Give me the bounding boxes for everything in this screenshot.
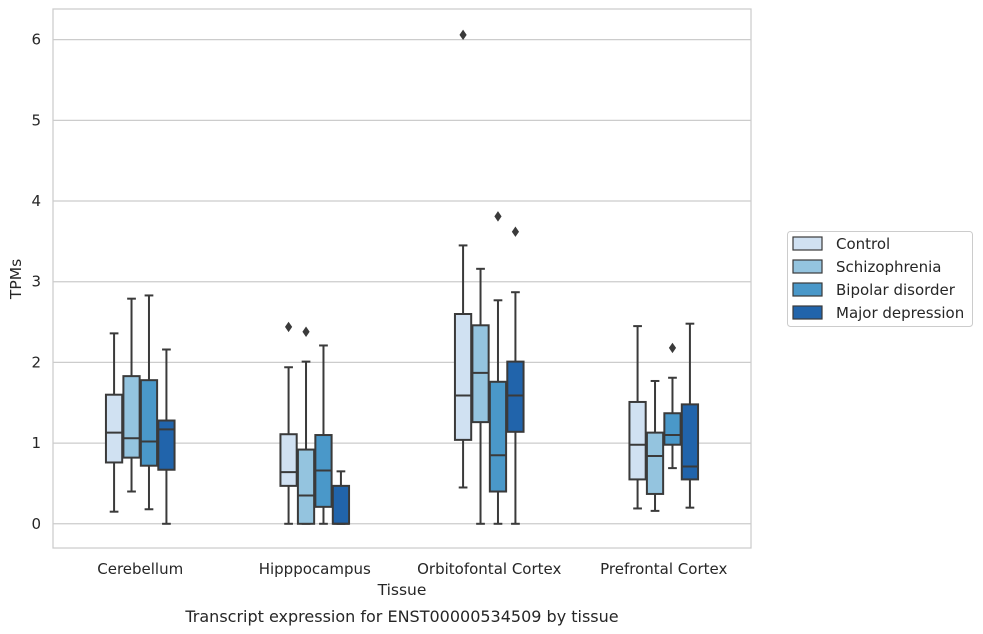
box — [488, 380, 508, 493]
x-tick-label: Cerebellum — [97, 560, 183, 578]
x-tick-labels: Cerebellum Hipppocampus Orbitofontal Corte… — [97, 560, 727, 578]
x-axis-label: Tissue — [377, 581, 427, 599]
box-group — [453, 29, 525, 525]
box — [104, 393, 124, 464]
y-tick-label: 2 — [31, 353, 41, 371]
box-group — [104, 294, 176, 525]
outlier-point — [511, 226, 520, 237]
box-group — [628, 322, 700, 512]
legend-swatch — [792, 305, 823, 320]
x-tick-label: Prefrontal Cortex — [600, 560, 727, 578]
box — [139, 379, 159, 467]
legend-swatch — [792, 259, 823, 274]
outlier-point — [302, 326, 310, 337]
box — [157, 419, 176, 471]
legend-label: Control — [836, 235, 890, 253]
box — [279, 433, 298, 487]
box — [506, 360, 525, 433]
plot-frame — [52, 8, 752, 549]
box — [663, 412, 682, 446]
box — [331, 484, 351, 525]
y-tick-label: 1 — [31, 434, 41, 452]
box — [453, 313, 473, 441]
box — [122, 375, 141, 459]
box — [680, 403, 700, 481]
box-groups — [104, 29, 700, 525]
y-tick-label: 6 — [31, 31, 41, 49]
legend: Control Schizophrenia Bipolar disorder Majo… — [787, 231, 973, 327]
figure-caption: Transcript expression for ENST0000053450… — [184, 607, 618, 626]
y-tick-label: 0 — [31, 515, 41, 533]
y-tick-labels: 0 1 2 3 4 5 6 — [31, 31, 41, 533]
outlier-point — [459, 29, 467, 41]
legend-swatch — [792, 282, 823, 297]
x-tick-label: Hipppocampus — [259, 560, 371, 578]
outlier-point — [494, 211, 502, 222]
legend-label: Schizophrenia — [836, 258, 941, 276]
y-tick-label: 5 — [31, 111, 41, 129]
x-tick-label: Orbitofontal Cortex — [417, 560, 561, 578]
box — [645, 431, 665, 495]
legend-frame — [787, 231, 973, 327]
box-group — [279, 321, 351, 525]
y-axis-label: TPMs — [7, 259, 25, 300]
y-tick-label: 4 — [31, 192, 41, 210]
legend-label: Bipolar disorder — [836, 281, 956, 299]
box — [296, 448, 316, 525]
y-tick-label: 3 — [31, 273, 41, 291]
outlier-point — [284, 321, 293, 333]
legend-swatch — [792, 236, 823, 251]
outlier-point — [668, 342, 677, 354]
box — [628, 400, 647, 481]
legend-label: Major depression — [836, 304, 964, 322]
